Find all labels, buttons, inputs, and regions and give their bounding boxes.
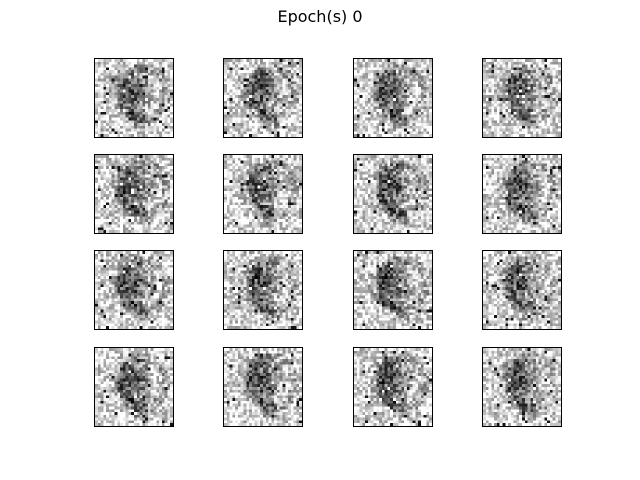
sample-9-pixels	[95, 251, 173, 329]
sample-1	[94, 58, 174, 138]
sample-8	[482, 154, 562, 234]
sample-14-pixels	[224, 348, 302, 426]
sample-13-pixels	[95, 348, 173, 426]
sample-14	[223, 347, 303, 427]
sample-6	[223, 154, 303, 234]
sample-9	[94, 250, 174, 330]
sample-2	[223, 58, 303, 138]
sample-11	[353, 250, 433, 330]
sample-2-pixels	[224, 59, 302, 137]
sample-15-pixels	[354, 348, 432, 426]
sample-3-pixels	[354, 59, 432, 137]
sample-6-pixels	[224, 155, 302, 233]
sample-13	[94, 347, 174, 427]
sample-7	[353, 154, 433, 234]
sample-3	[353, 58, 433, 138]
sample-4	[482, 58, 562, 138]
sample-12	[482, 250, 562, 330]
sample-11-pixels	[354, 251, 432, 329]
sample-8-pixels	[483, 155, 561, 233]
sample-4-pixels	[483, 59, 561, 137]
sample-10	[223, 250, 303, 330]
sample-16	[482, 347, 562, 427]
sample-10-pixels	[224, 251, 302, 329]
sample-5	[94, 154, 174, 234]
sample-12-pixels	[483, 251, 561, 329]
sample-1-pixels	[95, 59, 173, 137]
sample-7-pixels	[354, 155, 432, 233]
sample-16-pixels	[483, 348, 561, 426]
figure-title: Epoch(s) 0	[277, 7, 363, 26]
sample-5-pixels	[95, 155, 173, 233]
sample-15	[353, 347, 433, 427]
